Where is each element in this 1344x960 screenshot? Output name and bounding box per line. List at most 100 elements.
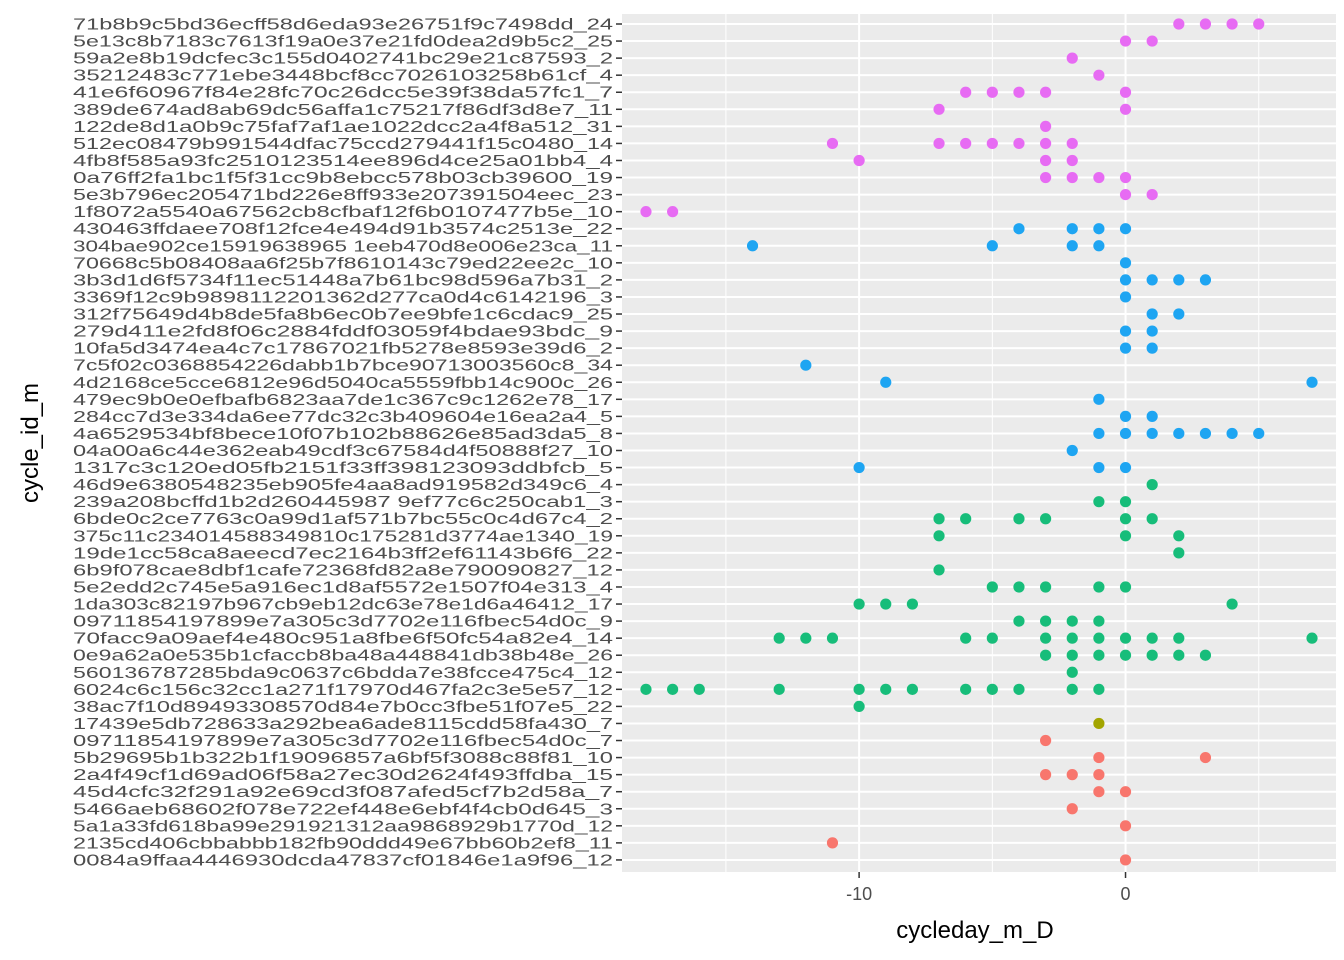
data-point [986, 240, 998, 252]
data-point [1119, 189, 1132, 201]
y-tick-label: 5a1a33fd618ba99e291921312aa9868929b1770d… [73, 818, 613, 835]
data-point [960, 632, 972, 644]
data-point [1306, 632, 1318, 644]
data-point [1119, 854, 1132, 866]
y-tick-label: 239a208bcffd1b2d260445987 9ef77c6c250cab… [73, 494, 613, 511]
y-tick-label: 0e9a62a0e535b1cfaccb8ba48a448841db38b48e… [73, 648, 613, 665]
y-tick-label: 375c11c234014588349810c175281d3774ae1340… [73, 528, 613, 545]
major-gridlines [622, 14, 1336, 872]
data-point [1040, 615, 1052, 627]
data-point [933, 137, 945, 150]
data-point [1040, 86, 1052, 98]
data-point [1226, 18, 1238, 30]
y-tick-label: 279d411e2fd8f06c2884fddf03059f4bdae93bdc… [73, 324, 613, 341]
data-point [1040, 769, 1052, 781]
y-tick-label: 6bde0c2ce7763c0a99d1af571b7bc55c0c4d67c4… [73, 511, 613, 528]
data-points [640, 18, 1318, 866]
data-point [826, 632, 839, 644]
data-point [880, 683, 892, 695]
y-tick-label: 10fa5d3474ea4c7c17867021fb5278e8593e39d6… [73, 341, 613, 358]
data-point [933, 564, 945, 576]
y-tick-label: 1da303c82197b967cb9eb12dc63e78e1d6a46412… [73, 597, 613, 614]
data-point [1199, 751, 1212, 764]
data-point [1119, 513, 1132, 525]
data-point [667, 206, 679, 218]
x-axis-title: cycleday_m_D [896, 917, 1053, 944]
data-point [1013, 223, 1025, 235]
data-point [1093, 223, 1105, 235]
y-tick-label: 17439e5db728633a292bea6ade8115cdd58fa430… [73, 716, 613, 733]
data-point [853, 598, 865, 610]
y-tick-label: 04a00a6c44e362eab49cdf3c67584d4f50888f27… [73, 443, 613, 460]
data-point [1013, 137, 1025, 150]
data-point [1119, 649, 1132, 661]
data-point [1306, 376, 1318, 388]
data-point [1066, 154, 1078, 167]
data-point [1199, 18, 1212, 30]
data-point [1093, 581, 1105, 593]
data-point [746, 240, 759, 252]
data-point [1199, 274, 1212, 286]
data-point [1119, 325, 1132, 337]
data-point [1119, 274, 1132, 286]
data-point [826, 837, 839, 849]
y-axis-title: cycle_id_m [17, 383, 44, 503]
data-point [1119, 496, 1132, 508]
data-point [1013, 513, 1025, 525]
data-point [1119, 171, 1132, 184]
data-point [1119, 820, 1132, 832]
data-point [1119, 103, 1132, 115]
x-tick-label: 0 [1121, 884, 1131, 904]
data-point [1093, 615, 1105, 627]
data-point [1119, 427, 1132, 440]
data-point [1093, 751, 1105, 764]
data-point [906, 598, 918, 610]
data-point [1146, 479, 1158, 491]
data-point [1146, 427, 1158, 440]
data-point [1226, 427, 1238, 440]
y-tick-label: 09711854197899e7a305c3d7702e116fbec54d0c… [73, 614, 613, 631]
data-point [1119, 342, 1132, 354]
data-point [1040, 154, 1052, 167]
y-tick-label: 389de674ad8ab69dc56affa1c75217f86df3d8e7… [73, 102, 613, 119]
data-point [1066, 632, 1078, 644]
y-tick-label: 122de8d1a0b9c75faf7af1ae1022dcc2a4f8a512… [73, 119, 613, 136]
data-point [1146, 189, 1158, 201]
y-tick-label: 430463ffdaee708f12fce4e494d91b3574c2513e… [73, 221, 613, 238]
data-point [986, 137, 998, 150]
data-point [1040, 120, 1052, 132]
data-point [1146, 308, 1158, 320]
data-point [1040, 581, 1052, 593]
data-point [853, 700, 865, 713]
data-point [1093, 632, 1105, 644]
data-point [1093, 683, 1105, 695]
y-tick-label: 7c5f02c0368854226dabb1b7bce90713003560c8… [73, 358, 613, 375]
data-point [1146, 649, 1158, 661]
data-point [1066, 240, 1078, 252]
data-point [906, 683, 918, 695]
data-point [1146, 35, 1158, 47]
data-point [1013, 615, 1025, 627]
data-point [1119, 530, 1132, 542]
minor-gridlines [725, 14, 1260, 872]
data-point [986, 581, 998, 593]
data-point [1253, 427, 1265, 440]
data-point [1066, 171, 1078, 184]
y-tick-label: 19de1cc58ca8aeecd7ec2164b3ff2ef61143b6f6… [73, 545, 613, 562]
y-tick-label: 4d2168ce5cce6812e96d5040ca5559fbb14c900c… [73, 375, 613, 392]
data-point [933, 103, 945, 115]
data-point [1173, 547, 1185, 559]
y-tick-label: 6024c6c156c32cc1a271f17970d467fa2c3e5e57… [73, 682, 613, 699]
data-point [1040, 734, 1052, 747]
y-tick-label: 284cc7d3e334da6ee77dc32c3b409604e16ea2a4… [73, 409, 613, 426]
data-point [1146, 632, 1158, 644]
data-point [1119, 223, 1132, 235]
data-point [1093, 496, 1105, 508]
data-point [960, 513, 972, 525]
data-point [853, 461, 865, 474]
data-point [1173, 18, 1185, 30]
data-point [1173, 530, 1185, 542]
data-point [1119, 581, 1132, 593]
data-point [960, 86, 972, 98]
y-tick-label: 4fb8f585a93fc2510123514ee896d4ce25a01bb4… [73, 153, 613, 170]
